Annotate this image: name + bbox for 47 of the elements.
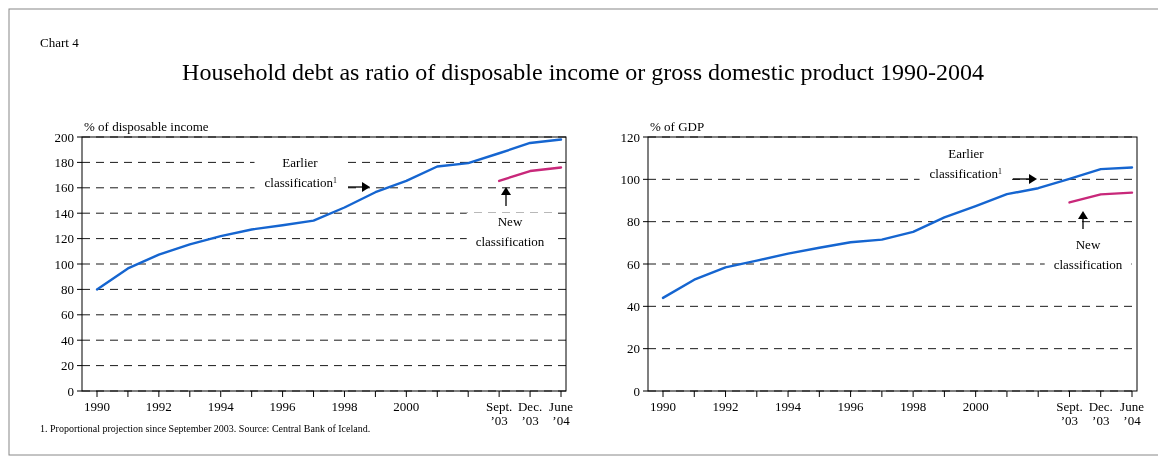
x-tick-label: 1998: [331, 399, 358, 414]
x-tick-label: 1992: [712, 399, 739, 414]
y-tick-label: 100: [620, 171, 640, 187]
y-tick-label: 80: [61, 281, 74, 297]
x-tick-label: 2000: [962, 399, 989, 414]
x-tick-label: 1990: [84, 399, 110, 414]
x-tick-label: Dec. ’03: [1088, 399, 1113, 428]
x-tick-label: 1992: [145, 399, 172, 414]
y-tick-label: 40: [627, 298, 640, 314]
annotation: New classification: [475, 214, 545, 249]
x-tick-label: 1994: [775, 399, 802, 414]
x-tick-label: Dec. ’03: [517, 399, 543, 428]
x-tick-label: 2000: [393, 399, 420, 414]
y-tick-label: 120: [54, 231, 74, 247]
annotation: Earlier classification$^{1}$: [929, 146, 1003, 181]
x-tick-label: June ’04: [1120, 399, 1145, 428]
y-tick-label: 120: [620, 129, 640, 145]
x-tick-label: 1994: [207, 399, 235, 414]
y-axis-title: % of disposable income: [84, 119, 209, 134]
y-tick-label: 100: [54, 256, 74, 272]
x-tick-label: Sept. ’03: [1056, 399, 1083, 428]
line-series: [661, 166, 1134, 300]
y-axis-title: % of GDP: [650, 119, 705, 134]
caption: Chart 4: [40, 35, 80, 50]
y-tick-label: 60: [61, 307, 74, 323]
line-series: [95, 138, 563, 291]
annotation: New classification: [1053, 237, 1123, 272]
y-tick-label: 140: [54, 205, 74, 221]
chart-title: Household debt as ratio of disposable income or gross domestic product 1990-2004: [182, 59, 984, 85]
y-tick-label: 20: [61, 358, 74, 374]
y-tick-label: 200: [54, 129, 74, 145]
y-tick-label: 0: [67, 383, 74, 399]
y-tick-label: 160: [54, 180, 74, 196]
y-tick-label: 80: [627, 214, 640, 230]
x-tick-label: 1990: [650, 399, 676, 414]
x-tick-label: Sept. ’03: [485, 399, 513, 428]
y-tick-label: 180: [54, 154, 74, 170]
y-tick-label: 60: [627, 256, 640, 272]
x-tick-label: 1998: [900, 399, 927, 414]
x-tick-label: 1996: [269, 399, 297, 414]
x-tick-label: 1996: [837, 399, 865, 414]
text: 1. Proportional projection since September 2003. Source: Central Bank of Iceland.: [40, 423, 371, 434]
y-tick-label: 0: [633, 383, 640, 399]
x-tick-label: June ’04: [549, 399, 574, 428]
y-tick-label: 40: [61, 332, 74, 348]
annotation: Earlier classification$^{1}$: [264, 155, 338, 190]
y-tick-label: 20: [627, 341, 640, 357]
